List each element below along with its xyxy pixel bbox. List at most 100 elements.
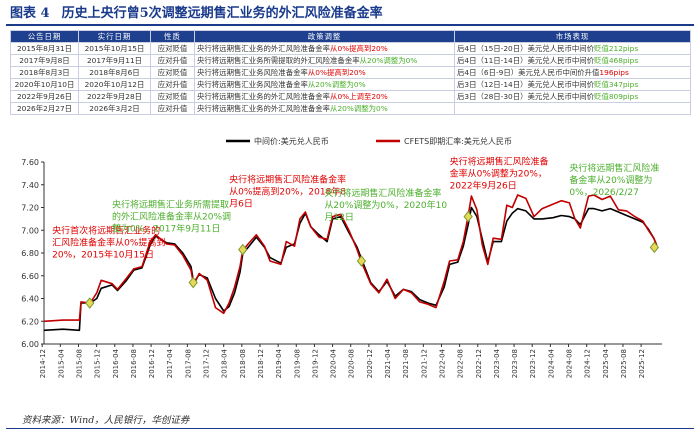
announce-date: 2015年8月31日 bbox=[16, 44, 73, 53]
y-tick-label: 6.80 bbox=[21, 249, 39, 258]
market-text: 后3日（28日-30日）美元兑人民币中间价 bbox=[457, 92, 595, 101]
market-text: 后4日（15日-20日）美元兑人民币中间价 bbox=[457, 44, 595, 53]
figure-label: 图表 4 bbox=[10, 6, 50, 21]
event-marker bbox=[188, 276, 198, 289]
annotation-text: 央行将远期售汇风险准 bbox=[569, 162, 659, 174]
announce-date: 2022年9月26日 bbox=[16, 92, 73, 101]
market-highlight: 贬值468pips bbox=[594, 56, 639, 65]
series-line-1 bbox=[43, 194, 658, 323]
x-tick-label: 2021-12 bbox=[420, 349, 428, 378]
nature: 应对贬值 bbox=[157, 44, 188, 53]
event-marker bbox=[649, 241, 660, 254]
x-tick-label: 2016-08 bbox=[130, 349, 138, 378]
annotation-text: 月6日 bbox=[229, 198, 253, 209]
annotation-text: 的外汇风险准备金率从20%调 bbox=[112, 211, 231, 223]
nature: 应对升值 bbox=[157, 80, 188, 89]
annotation-text: 整为0%，2017年9月11日 bbox=[112, 223, 220, 235]
x-tick-label: 2020-12 bbox=[366, 349, 374, 378]
bottom-rule bbox=[6, 428, 694, 429]
policy-highlight: 从0%提高到20% bbox=[307, 68, 366, 77]
y-tick-label: 6.60 bbox=[21, 272, 39, 281]
x-tick-label: 2024-04 bbox=[547, 348, 555, 378]
policy-text: 央行将远期售汇业务的外汇风险准备金率 bbox=[197, 92, 331, 101]
x-tick-label: 2020-08 bbox=[348, 349, 356, 378]
y-tick-label: 6.20 bbox=[21, 317, 39, 326]
annotation-text: 20%，2015年10月15日 bbox=[52, 249, 154, 261]
x-tick-label: 2023-12 bbox=[529, 349, 537, 378]
x-tick-label: 2017-04 bbox=[166, 348, 174, 378]
figure-title: 图表 4 历史上央行曾5次调整远期售汇业务的外汇风险准备金率 bbox=[6, 4, 694, 26]
event-marker bbox=[85, 297, 95, 309]
annotation-text: 央行将远期售汇业务所需提取 bbox=[112, 199, 229, 211]
market-highlight: 贬值809pips bbox=[594, 92, 639, 101]
event-marker bbox=[463, 210, 473, 223]
table-row: 2026年2月27日 2026年3月2日 应对升值 央行将远期售汇业务的外汇风险准备金… bbox=[10, 102, 691, 115]
event-marker bbox=[238, 243, 248, 256]
x-tick-label: 2014-12 bbox=[39, 349, 47, 378]
cell-market bbox=[454, 102, 691, 115]
x-tick-label: 2025-08 bbox=[620, 349, 628, 378]
x-tick-label: 2022-04 bbox=[438, 348, 446, 378]
x-tick-label: 2015-04 bbox=[57, 348, 65, 378]
x-tick-label: 2024-12 bbox=[584, 349, 592, 378]
annotation-text: 央行将远期售汇风险准备金率 bbox=[324, 187, 441, 199]
effective-date: 2018年8月6日 bbox=[89, 68, 140, 77]
annotation-text: 0%，2026/2/27 bbox=[569, 188, 638, 198]
effective-date: 2026年3月2日 bbox=[89, 104, 140, 113]
x-tick-label: 2018-08 bbox=[239, 349, 247, 378]
nature: 应对升值 bbox=[157, 56, 188, 65]
effective-date: 2017年9月11日 bbox=[86, 56, 143, 65]
series-line-0 bbox=[43, 206, 658, 332]
x-tick-label: 2024-08 bbox=[566, 349, 574, 378]
policy-table: 公告日期 实行日期 性质 政策调整 市场表现 2015年8月31日 2015年10… bbox=[10, 30, 691, 115]
x-tick-label: 2019-08 bbox=[293, 349, 301, 378]
announce-date: 2017年9月8日 bbox=[19, 56, 70, 65]
announce-date: 2020年10月10日 bbox=[14, 80, 75, 89]
annotation-text: 备金率从20%调整为 bbox=[569, 174, 652, 186]
y-tick-label: 7.40 bbox=[21, 181, 39, 190]
y-tick-label: 7.00 bbox=[21, 226, 39, 235]
x-tick-label: 2016-12 bbox=[148, 349, 156, 378]
annotation-text: 月12日 bbox=[324, 212, 353, 223]
x-tick-label: 2018-12 bbox=[257, 349, 265, 378]
legend-label: CFETS即期汇率:美元兑人民币 bbox=[404, 136, 512, 146]
cell-policy: 央行将远期售汇业务风险准备金率从0%提高到20% bbox=[194, 66, 455, 79]
announce-date: 2018年8月3日 bbox=[19, 68, 70, 77]
y-tick-label: 7.60 bbox=[21, 158, 39, 167]
market-text: 后3日（12日-14日）美元兑人民币中间价 bbox=[457, 80, 595, 89]
event-marker bbox=[356, 255, 367, 267]
annotation-text: 央行将远期售汇风险准备金率 bbox=[229, 173, 346, 185]
effective-date: 2020年10月12日 bbox=[84, 80, 145, 89]
announce-date: 2026年2月27日 bbox=[16, 104, 73, 113]
policy-text: 央行将远期售汇业务的外汇风险准备金率 bbox=[197, 104, 331, 113]
y-tick-label: 7.20 bbox=[21, 204, 39, 213]
x-tick-label: 2023-04 bbox=[493, 348, 501, 378]
policy-highlight: 从20%调整为0% bbox=[330, 104, 388, 113]
market-highlight: 贬值347pips bbox=[594, 80, 639, 89]
market-highlight: 196pips bbox=[599, 68, 629, 77]
policy-highlight: 从0%提高到20% bbox=[330, 44, 388, 53]
x-tick-label: 2023-08 bbox=[511, 349, 519, 378]
effective-date: 2015年10月15日 bbox=[84, 44, 145, 53]
annotation-text: 汇风险准备金率从0%提高到 bbox=[52, 237, 165, 249]
market-text: 后4日（6日-9日）美元兑人民币中间价升值 bbox=[457, 68, 600, 77]
annotation-text: 央行将远期售汇风险准备 bbox=[450, 155, 549, 167]
nature: 应对升值 bbox=[157, 104, 188, 113]
nature: 应对贬值 bbox=[157, 92, 188, 101]
policy-highlight: 从20%调整为0% bbox=[307, 80, 366, 89]
table-row: 2018年8月3日 2018年8月6日 应对贬值 央行将远期售汇业务风险准备金率从0%… bbox=[10, 66, 691, 79]
effective-date: 2022年9月28日 bbox=[86, 92, 143, 101]
x-tick-label: 2025-12 bbox=[638, 349, 646, 378]
x-tick-label: 2019-04 bbox=[275, 348, 283, 378]
y-tick-label: 6.00 bbox=[21, 340, 39, 349]
policy-highlight: 从20%调整为0% bbox=[359, 56, 418, 65]
policy-text: 央行将远期售汇业务风险准备金率 bbox=[197, 80, 308, 89]
policy-text: 央行将远期售汇业务风险准备金率 bbox=[197, 68, 308, 77]
x-tick-label: 2015-12 bbox=[94, 349, 102, 378]
x-tick-label: 2025-04 bbox=[602, 348, 610, 378]
nature: 应对贬值 bbox=[157, 68, 188, 77]
x-tick-label: 2017-08 bbox=[184, 349, 192, 378]
market-highlight: 贬值212pips bbox=[594, 44, 639, 53]
annotation-text: 金率从0%调整为20%， bbox=[450, 167, 547, 179]
